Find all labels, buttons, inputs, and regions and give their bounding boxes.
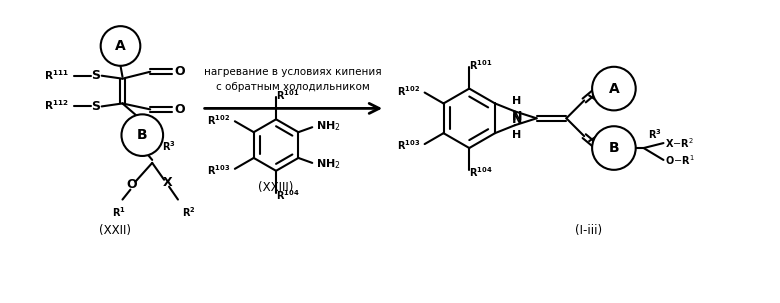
Text: $\mathbf{R^{111}}$: $\mathbf{R^{111}}$: [44, 68, 69, 82]
Circle shape: [122, 114, 163, 156]
Text: X$-$R$^2$: X$-$R$^2$: [665, 136, 694, 150]
Text: $\mathbf{R^{101}}$: $\mathbf{R^{101}}$: [276, 88, 300, 102]
Text: $\mathbf{R^{101}}$: $\mathbf{R^{101}}$: [470, 58, 493, 72]
Text: $\mathbf{R^2}$: $\mathbf{R^2}$: [182, 205, 196, 219]
Text: N: N: [512, 110, 522, 123]
Text: с обратным холодильником: с обратным холодильником: [216, 82, 370, 92]
Text: O: O: [175, 103, 186, 116]
Text: H: H: [512, 130, 522, 140]
Text: NH$_2$: NH$_2$: [316, 119, 341, 133]
Text: $\mathbf{R^{103}}$: $\mathbf{R^{103}}$: [397, 138, 420, 152]
Text: O$-$R$^1$: O$-$R$^1$: [665, 153, 695, 167]
Text: $\mathbf{R^{102}}$: $\mathbf{R^{102}}$: [397, 85, 420, 98]
Text: B: B: [137, 128, 147, 142]
Text: $\mathbf{R^3}$: $\mathbf{R^3}$: [162, 139, 176, 153]
Text: S: S: [91, 100, 100, 113]
Text: (I-iii): (I-iii): [575, 224, 601, 237]
Circle shape: [101, 26, 140, 66]
Text: A: A: [608, 82, 619, 95]
Text: $\mathbf{R^{103}}$: $\mathbf{R^{103}}$: [207, 163, 231, 177]
Text: O: O: [126, 178, 136, 191]
Text: (XXIII): (XXIII): [258, 181, 294, 194]
Text: O: O: [597, 144, 608, 157]
Text: $\mathbf{R^{102}}$: $\mathbf{R^{102}}$: [207, 113, 231, 127]
Text: $\mathbf{R^{112}}$: $\mathbf{R^{112}}$: [44, 98, 69, 112]
Circle shape: [592, 67, 636, 110]
Text: $\mathbf{R^{104}}$: $\mathbf{R^{104}}$: [276, 188, 300, 201]
Text: O: O: [597, 80, 608, 93]
Text: S: S: [91, 69, 100, 82]
Circle shape: [592, 126, 636, 170]
Text: нагревание в условиях кипения: нагревание в условиях кипения: [204, 67, 381, 77]
Text: A: A: [115, 39, 126, 53]
Text: $\mathbf{R^{104}}$: $\mathbf{R^{104}}$: [470, 165, 493, 179]
Text: B: B: [608, 141, 619, 155]
Text: NH$_2$: NH$_2$: [316, 157, 341, 171]
Text: H: H: [512, 96, 522, 106]
Text: X: X: [163, 176, 173, 189]
Text: $\mathbf{R^3}$: $\mathbf{R^3}$: [647, 127, 661, 141]
Text: O: O: [175, 65, 186, 78]
Text: (XXII): (XXII): [98, 224, 130, 237]
Text: N: N: [512, 113, 522, 126]
Text: $\mathbf{R^1}$: $\mathbf{R^1}$: [112, 205, 126, 219]
